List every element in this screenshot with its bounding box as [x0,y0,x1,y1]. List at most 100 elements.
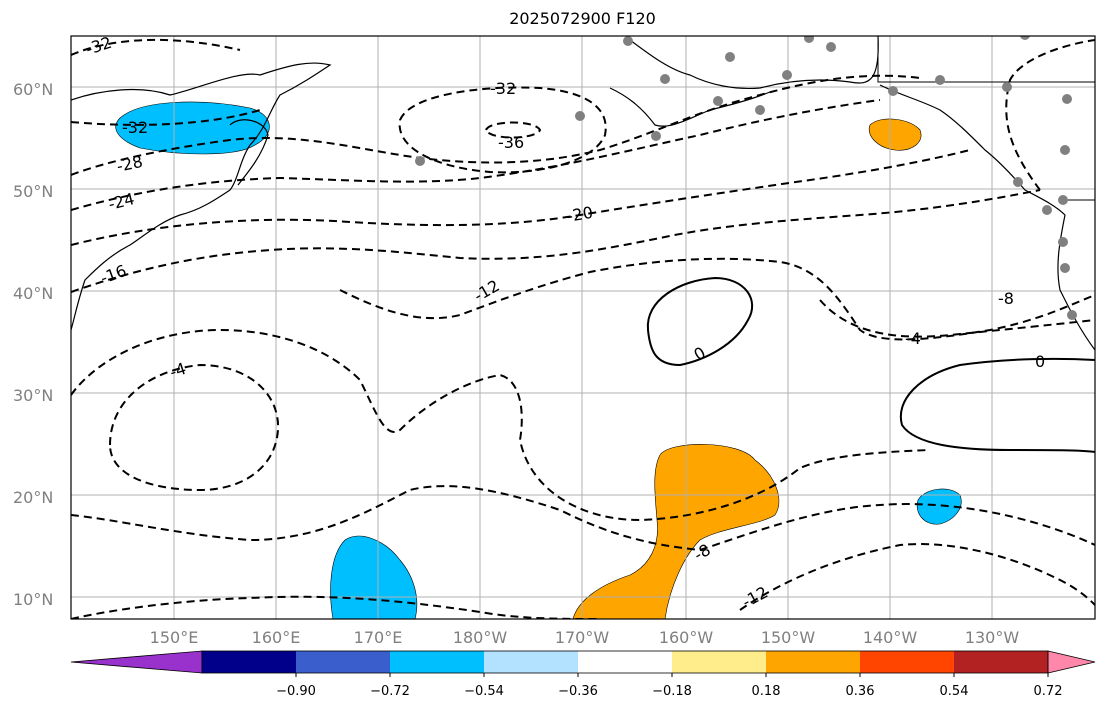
colorbar-tick-label: −0.90 [276,684,316,699]
coast-alaska [629,36,879,90]
coast-north-america [879,84,1095,351]
contour-zero-central[interactable] [646,276,754,367]
contour-label: -32 [490,79,516,98]
colorbar-segment [672,651,766,673]
colorbar-segment [578,651,672,673]
lon-tick-label: 170°E [354,628,403,647]
contour-neg36 [484,121,542,139]
coast-asia [71,62,332,331]
colorbar-tick-label: 0.18 [752,684,781,699]
colorbar-extend-low [70,650,203,674]
lat-tick-label: 60°N [13,80,53,99]
contour-neg28 [71,74,921,176]
station-dot[interactable] [651,131,661,141]
colorbar-segment [296,651,390,673]
map-title: 2025072900 F120 [509,9,656,28]
station-dot[interactable] [1013,177,1023,187]
station-dot[interactable] [1058,237,1068,247]
contour-neg8-se [71,595,601,619]
colorbar-segment [390,651,484,673]
station-dot[interactable] [415,156,425,166]
colorbar-segment [202,651,296,673]
station-dot[interactable] [660,74,670,84]
contour-neg8-west [71,328,931,522]
contour-neg32-nw [71,38,241,56]
contour-label: -32 [83,33,114,59]
colorbar-tick-label: −0.72 [370,684,410,699]
colorbar-frame [201,650,1049,674]
lon-tick-label: 130°W [965,628,1020,647]
coast-kamchatka [229,119,269,186]
stations [415,30,1077,320]
shade-positive-hawaii [572,444,780,619]
colorbar-segments [70,650,1096,674]
lon-tick-label: 150°E [150,628,199,647]
coastlines [71,36,1095,351]
station-dot[interactable] [804,33,814,43]
latitude-labels: 60°N 50°N 40°N 30°N 20°N 10°N [13,80,53,609]
station-dot[interactable] [826,42,836,52]
colorbar-tick-label: −0.54 [464,684,504,699]
contour-label: 0 [1035,352,1045,371]
station-dot[interactable] [1060,145,1070,155]
station-dot[interactable] [782,70,792,80]
graticule [71,36,1095,619]
colorbar-tick-label: −0.18 [652,684,692,699]
lon-tick-label: 150°W [761,628,816,647]
station-dot[interactable] [575,111,585,121]
lat-tick-label: 40°N [13,284,53,303]
contour-neg24 [71,99,881,211]
station-dot[interactable] [935,75,945,85]
shaded-anomalies [115,101,962,619]
colorbar: −0.90 −0.72 −0.54 −0.36 −0.18 0.18 0.36 0.54 0.7… [70,650,1096,699]
contour-neg12-south [71,485,1095,552]
contour-label: -4 [905,329,921,348]
colorbar-extend-high [1047,650,1096,674]
contour-neg12 [339,257,1095,341]
contour-label: -36 [498,133,524,152]
station-dot[interactable] [725,52,735,62]
lon-tick-label: 160°E [252,628,301,647]
station-dot[interactable] [888,86,898,96]
station-dot[interactable] [755,105,765,115]
station-dot[interactable] [1067,310,1077,320]
contour-neg20-east [1005,39,1095,191]
lon-tick-label: 170°W [555,628,610,647]
shade-positive-gulf-alaska [868,118,922,151]
contour-neg16 [71,189,1041,293]
contour-label: -8 [998,289,1014,308]
station-dot[interactable] [713,96,723,106]
shade-negative-okhotsk [115,101,270,155]
colorbar-segment [860,651,954,673]
colorbar-tick-label: −0.36 [558,684,598,699]
shade-negative-east-pacific [916,488,962,525]
station-dot[interactable] [1002,82,1012,92]
station-dot[interactable] [1058,195,1068,205]
contour-neg4-east [819,299,1095,338]
contour-neg12-se [739,543,1095,611]
colorbar-segment [954,651,1048,673]
contour-neg32-gulf [398,86,607,174]
contour-neg20 [71,149,971,246]
station-dot[interactable] [623,36,633,46]
lat-tick-label: 50°N [13,182,53,201]
lon-tick-label: 140°W [863,628,918,647]
contour-neg32-okhotsk [71,109,261,126]
contour-label: -20 [565,203,594,226]
station-dot[interactable] [1060,263,1070,273]
contours [71,38,1095,619]
lat-tick-label: 20°N [13,488,53,507]
station-dot[interactable] [1042,205,1052,215]
colorbar-tick-label: 0.36 [846,684,875,699]
coast-alaska-peninsula [609,87,771,127]
contour-neg4-west [108,363,280,492]
lat-tick-label: 30°N [13,386,53,405]
colorbar-segment [766,651,860,673]
colorbar-ticks: −0.90 −0.72 −0.54 −0.36 −0.18 0.18 0.36 0.54 0.7… [276,673,1062,699]
shade-negative-central-pacific [330,535,418,619]
station-dot[interactable] [1020,30,1030,40]
map-frame [70,35,1096,620]
station-dot[interactable] [1062,94,1072,104]
contour-zero-east[interactable] [899,357,1095,453]
